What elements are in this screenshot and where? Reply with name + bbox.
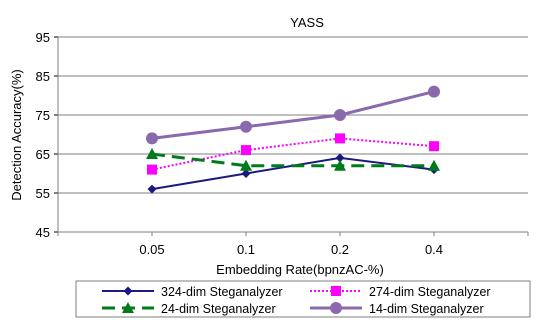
series-line [151,156,435,191]
legend: 324-dim Steganalyzer 274-dim Steganalyzer… [75,280,531,318]
series-line [151,90,435,140]
legend-label: 274-dim Steganalyzer [369,285,491,299]
data-point [334,109,346,121]
series-24-dim [146,148,440,171]
legend-label: 324-dim Steganalyzer [161,285,283,299]
legend-marker [122,302,134,313]
legend-box [75,280,531,318]
y-tick-label: 55 [36,186,50,201]
series-layer [146,85,440,194]
x-axis-title: Embedding Rate(bpnzAC-%) [216,262,384,277]
data-point [335,153,345,163]
y-tick-label: 85 [36,69,50,84]
gridlines [58,36,528,194]
x-tick-label: 0.4 [425,242,443,257]
data-point [146,148,158,159]
legend-item: 14-dim Steganalyzer [310,302,484,316]
data-point [241,169,251,178]
data-point [241,145,251,156]
y-tick-label: 45 [36,225,50,240]
data-point [335,133,345,144]
legend-label: 24-dim Steganalyzer [161,302,276,316]
legend-item: 274-dim Steganalyzer [310,285,491,299]
series-324-dim [147,153,439,194]
data-point [429,141,439,152]
data-point [428,159,440,171]
data-point [147,164,157,175]
data-point [240,159,252,171]
y-tick-label: 65 [36,147,50,162]
x-tick-label: 0.1 [237,242,255,257]
data-point [240,120,252,133]
y-tick-label: 95 [36,30,50,45]
x-tick-label: 0.05 [139,242,164,257]
x-tick-label: 0.2 [331,242,349,257]
axes: 45 55 65 75 85 95 0.05 0.1 0.2 0.4 [36,30,529,257]
data-point [334,159,346,171]
y-axis-title: Detection Accuracy(%) [9,69,24,201]
series-14-dim [146,85,440,145]
legend-marker [330,302,342,314]
legend-item: 24-dim Steganalyzer [102,302,276,316]
legend-marker [331,286,341,296]
data-point [147,184,157,194]
y-tick-label: 75 [36,108,50,123]
legend-item: 324-dim Steganalyzer [102,285,283,299]
legend-label: 14-dim Steganalyzer [369,302,484,316]
data-point [428,85,440,98]
series-line [151,152,434,168]
chart-title: YASS [290,15,324,30]
legend-marker [123,286,133,296]
data-point [146,132,158,145]
